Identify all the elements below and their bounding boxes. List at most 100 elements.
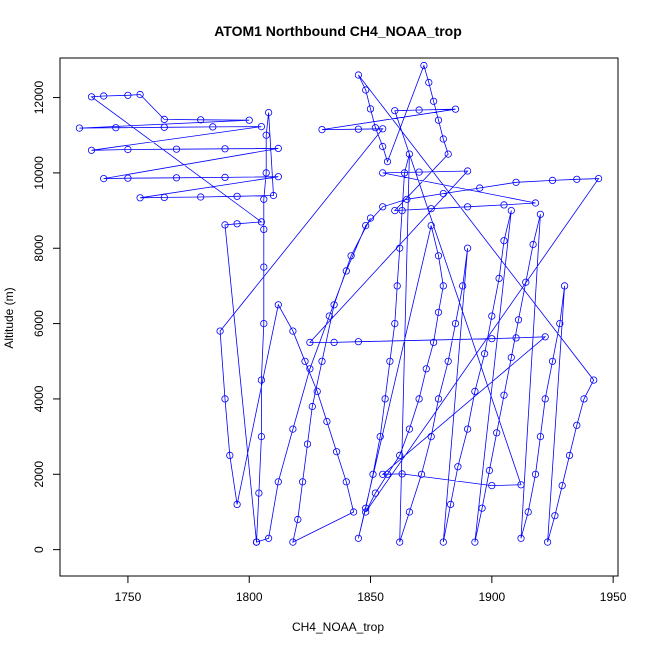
data-point (362, 508, 370, 516)
data-point (391, 319, 399, 328)
y-tick-label: 10000 (32, 156, 46, 190)
data-point (590, 376, 598, 384)
data-point (124, 145, 132, 154)
data-point (354, 534, 362, 542)
data-point (354, 71, 362, 79)
data-point (543, 538, 552, 546)
data-point (252, 538, 261, 546)
x-tick-label: 1850 (357, 590, 384, 604)
data-point (391, 107, 399, 115)
data-point (471, 538, 479, 546)
data-point (471, 387, 479, 395)
data-point (444, 357, 452, 365)
data-point (427, 432, 435, 441)
data-point (274, 478, 282, 486)
data-point (318, 357, 326, 365)
data-point (362, 504, 370, 512)
data-point (379, 203, 387, 211)
data-point (536, 210, 545, 218)
data-point (439, 282, 447, 290)
data-point (514, 316, 523, 324)
data-point (517, 534, 525, 542)
data-point (260, 195, 268, 203)
x-axis-label: CH4_NOAA_trop (292, 620, 384, 634)
data-point (386, 357, 394, 365)
data-point (517, 481, 525, 489)
data-point (289, 538, 297, 546)
data-point (379, 470, 387, 478)
data-point (488, 312, 496, 320)
data-point (197, 116, 205, 124)
data-point (507, 353, 515, 362)
data-point (100, 92, 108, 100)
data-point (500, 237, 508, 245)
y-tick-label: 2000 (32, 461, 46, 488)
data-point (233, 192, 241, 200)
data-point (342, 478, 350, 486)
data-point (332, 448, 341, 456)
data-point (306, 338, 314, 346)
data-point (476, 184, 484, 192)
data-point (560, 282, 569, 290)
data-point (444, 150, 452, 158)
data-point (221, 173, 229, 181)
data-point (512, 178, 520, 186)
data-point (463, 167, 472, 175)
data-point (463, 203, 472, 211)
data-point (347, 252, 355, 260)
data-point (100, 175, 108, 183)
data-point (274, 144, 282, 152)
y-axis-label: Altitude (m) (2, 287, 16, 348)
data-point (580, 395, 588, 403)
data-point (349, 508, 358, 516)
data-point (434, 252, 443, 260)
data-point (274, 301, 282, 309)
data-point (531, 470, 540, 478)
y-tick-label: 12000 (32, 81, 46, 115)
data-point (354, 125, 362, 133)
data-point (439, 135, 447, 143)
data-point (136, 90, 144, 99)
data-point (257, 218, 265, 226)
data-point (396, 538, 404, 546)
x-tick-label: 1950 (600, 590, 627, 604)
data-point (136, 194, 144, 202)
plot-frame (59, 57, 619, 577)
data-point (226, 451, 234, 459)
data-point (446, 500, 455, 508)
data-point (257, 123, 265, 131)
data-point (434, 395, 443, 403)
data-point (541, 395, 549, 403)
data-point (536, 432, 545, 441)
data-point (260, 263, 268, 271)
data-point (301, 357, 309, 365)
data-point (459, 282, 467, 290)
data-point (160, 115, 168, 124)
data-point (221, 221, 229, 229)
data-point (488, 481, 496, 490)
data-point (556, 319, 564, 328)
data-point (439, 538, 447, 546)
data-point (531, 199, 540, 207)
series-line (79, 64, 600, 543)
y-tick-label: 6000 (32, 310, 46, 337)
data-point (294, 515, 302, 524)
data-point (233, 500, 241, 508)
data-point (289, 425, 297, 433)
data-point (383, 470, 392, 478)
data-point (565, 451, 574, 459)
data-point (381, 395, 389, 403)
data-point (255, 489, 263, 497)
y-tick-label: 8000 (32, 235, 46, 262)
data-layer (75, 61, 603, 546)
data-point (160, 193, 168, 201)
data-point (221, 145, 229, 153)
data-point (376, 432, 384, 441)
data-point (303, 440, 312, 448)
data-point (269, 191, 278, 200)
data-point (425, 78, 433, 87)
data-point (415, 395, 423, 403)
data-point (264, 109, 273, 117)
data-point (383, 158, 392, 166)
